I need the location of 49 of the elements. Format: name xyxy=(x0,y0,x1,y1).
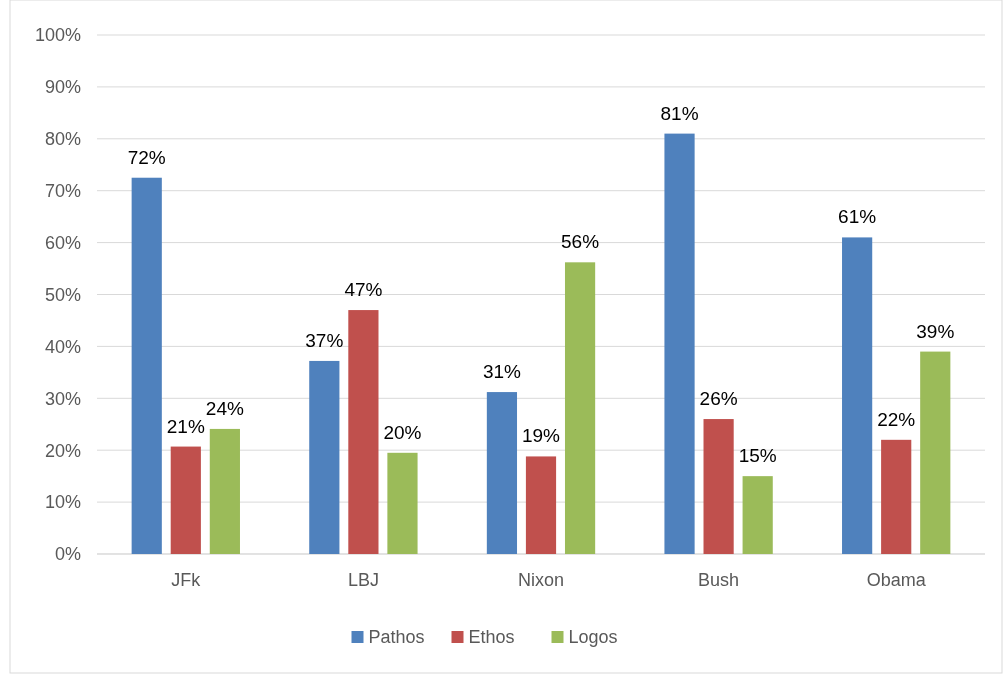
data-label: 24% xyxy=(205,397,244,419)
bar xyxy=(486,392,518,554)
data-label: 56% xyxy=(561,231,600,253)
x-tick-label: Bush xyxy=(698,570,740,590)
bar xyxy=(881,439,912,554)
data-label: 61% xyxy=(838,206,877,228)
data-label: 21% xyxy=(166,415,205,437)
data-label: 81% xyxy=(660,102,699,124)
y-tick-label: 100% xyxy=(34,25,81,46)
bar xyxy=(703,419,734,554)
bar xyxy=(209,428,240,554)
x-tick-label: Obama xyxy=(866,570,927,590)
bar xyxy=(920,351,951,554)
x-tick-label: LBJ xyxy=(347,570,379,590)
bar xyxy=(131,177,162,554)
bar xyxy=(348,310,379,554)
x-tick-label: JFk xyxy=(171,570,202,590)
y-tick-label: 60% xyxy=(44,232,81,253)
data-label: 19% xyxy=(521,425,561,447)
y-tick-label: 50% xyxy=(44,284,81,305)
y-tick-label: 10% xyxy=(44,492,81,513)
data-label: 47% xyxy=(344,279,383,301)
data-label: 26% xyxy=(699,388,738,410)
y-tick-label: 70% xyxy=(44,181,81,201)
data-label: 15% xyxy=(738,445,777,467)
bar xyxy=(742,476,773,554)
legend-label: Logos xyxy=(568,627,618,648)
data-label: 31% xyxy=(482,361,522,383)
y-tick-label: 40% xyxy=(44,336,81,357)
legend-label: Pathos xyxy=(368,627,425,648)
bar xyxy=(387,452,418,554)
bar xyxy=(525,456,557,554)
y-tick-label: 90% xyxy=(44,77,81,98)
x-tick-label: Nixon xyxy=(517,570,565,590)
bar xyxy=(170,446,201,554)
bar xyxy=(309,360,340,554)
data-label: 20% xyxy=(383,421,422,443)
data-label: 22% xyxy=(877,408,916,430)
y-tick-label: 20% xyxy=(44,440,81,461)
y-tick-label: 80% xyxy=(44,129,81,150)
y-tick-label: 0% xyxy=(54,544,81,565)
data-label: 37% xyxy=(305,329,344,351)
bar xyxy=(664,133,695,554)
y-tick-label: 30% xyxy=(44,388,81,409)
bar xyxy=(564,262,596,554)
data-label: 39% xyxy=(916,320,955,342)
legend-label: Ethos xyxy=(468,627,515,648)
bar xyxy=(842,237,873,554)
data-label: 72% xyxy=(127,146,166,168)
